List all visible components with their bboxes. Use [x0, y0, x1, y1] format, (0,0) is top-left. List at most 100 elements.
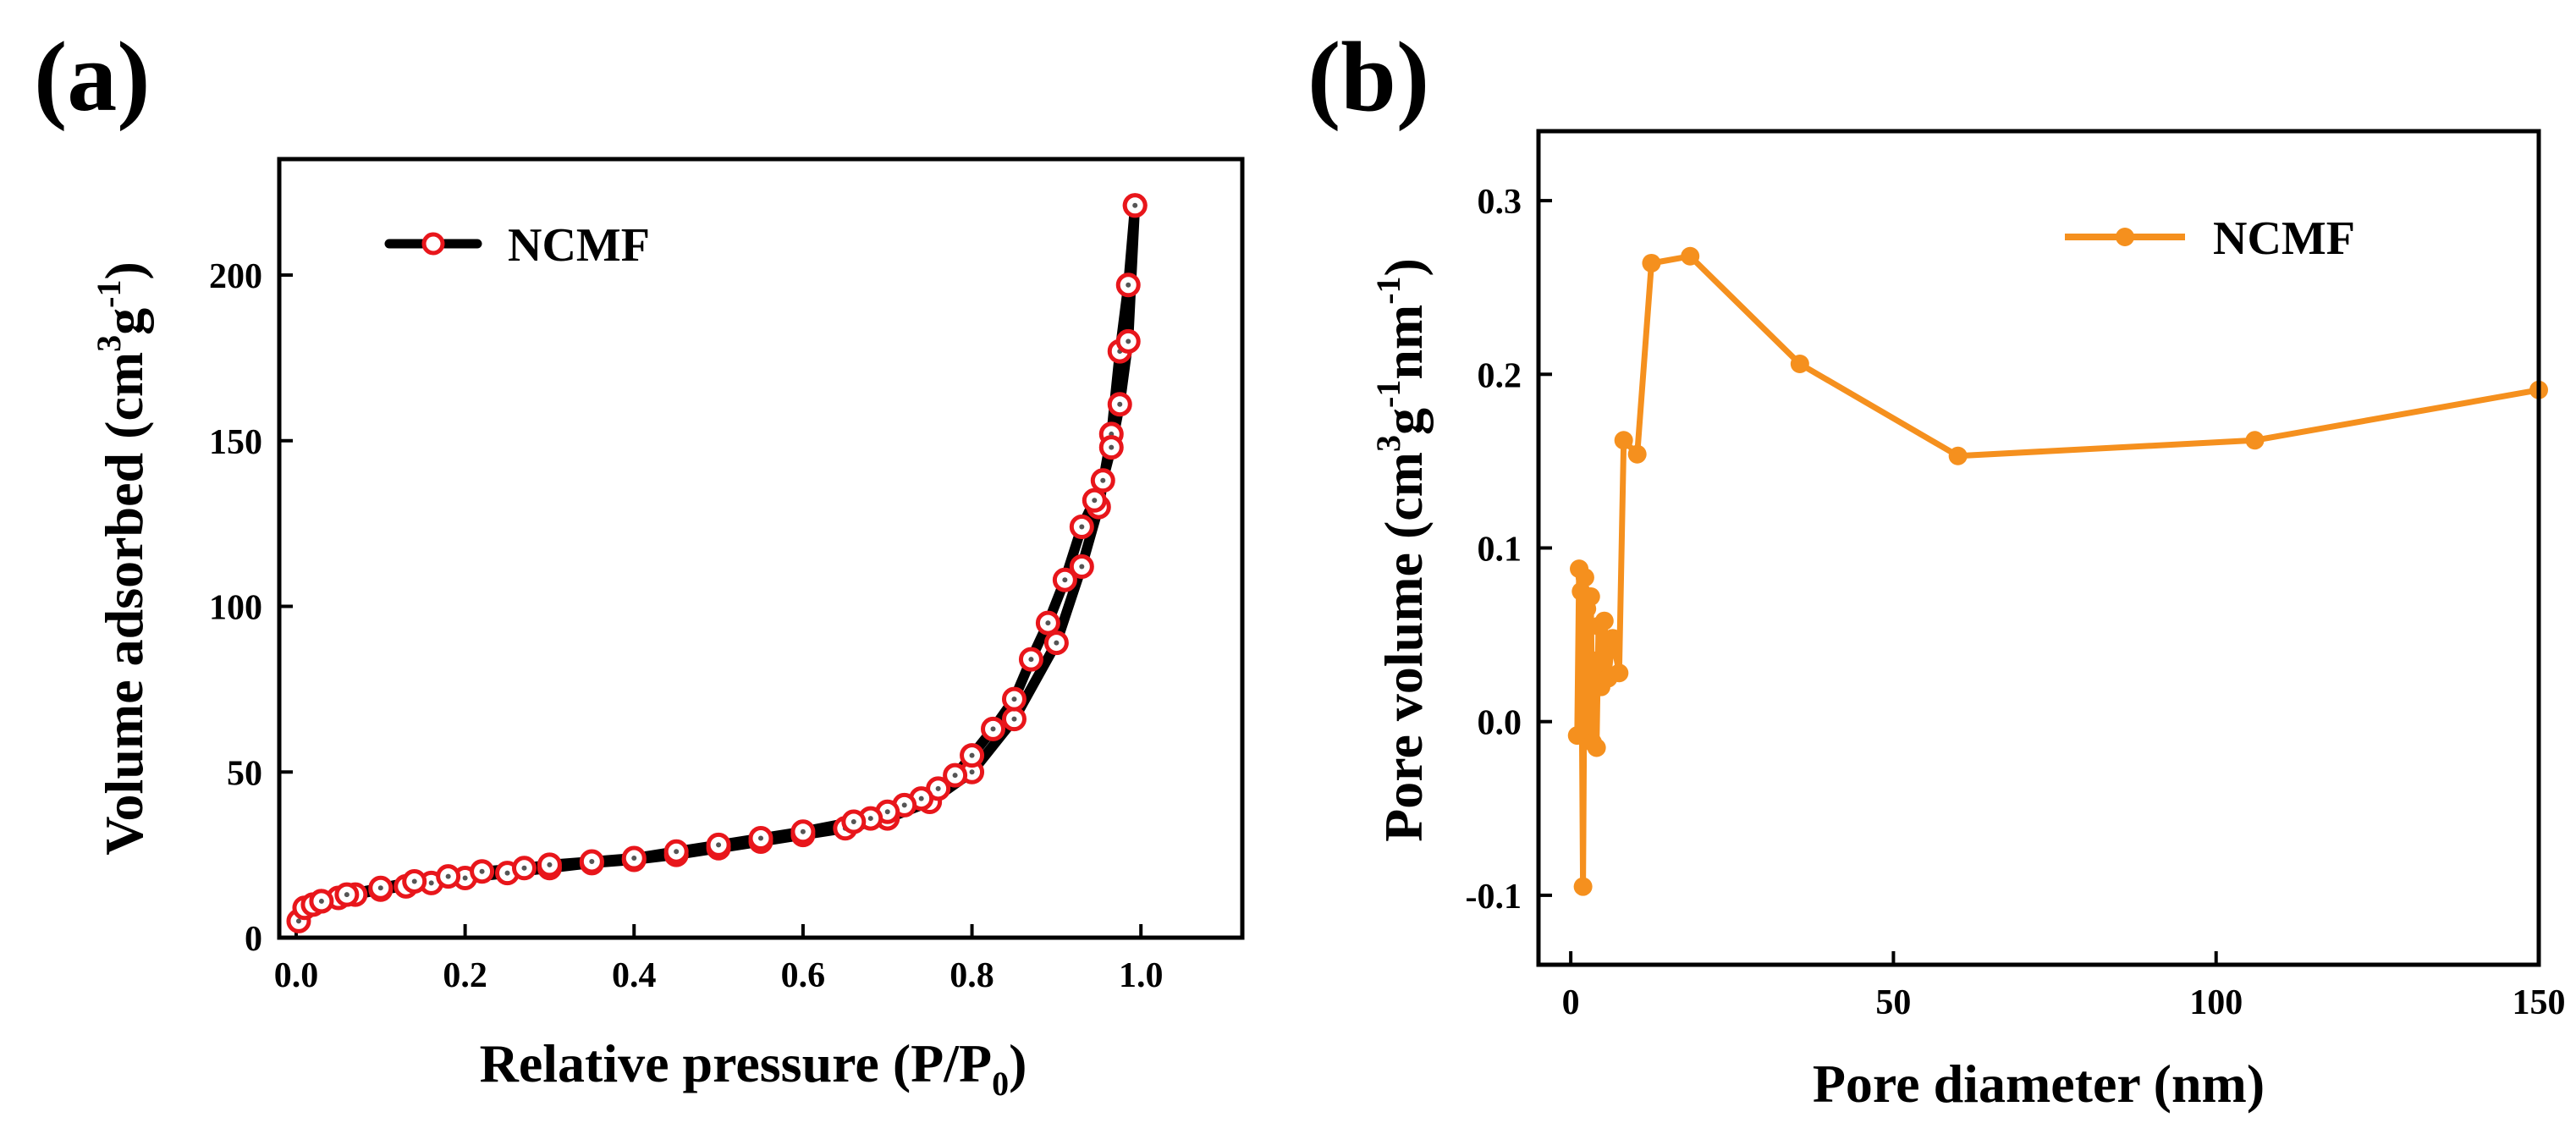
data-point-center	[1109, 444, 1115, 450]
data-point-center	[800, 828, 806, 834]
panel-a-x-tick-label: 0.2	[443, 956, 487, 995]
data-point-center	[504, 870, 510, 876]
panel-a-markers	[286, 193, 1148, 933]
panel-a-x-tick-label: 0.8	[949, 956, 994, 995]
data-point-center	[1062, 577, 1068, 583]
panel-a-y-tick-label: 200	[209, 257, 262, 296]
data-point	[1587, 738, 1606, 757]
data-point	[1594, 611, 1614, 630]
data-point-center	[901, 802, 907, 808]
panel-a-y-tick-label: 0	[245, 920, 262, 959]
panel-a-plot-frame	[277, 157, 1245, 940]
data-point-center	[1126, 282, 1131, 288]
panel-a-x-tick-label: 0.6	[781, 956, 826, 995]
data-point-center	[1092, 498, 1098, 504]
data-point-center	[589, 858, 595, 864]
data-point-center	[758, 835, 763, 841]
data-point-center	[969, 769, 975, 775]
panel-b-y-axis-label: Pore volume (cm3g-1nm-1)	[1369, 258, 1434, 842]
panel-a-y-axis-label: Volume adsorbed (cm3g-1)	[90, 261, 154, 856]
panel-a-legend-label: NCMF	[508, 219, 650, 272]
panel-b-x-tick-label: 50	[1875, 983, 1911, 1022]
panel-b-x-tick-label: 150	[2513, 983, 2566, 1022]
data-point-center	[1079, 564, 1085, 570]
panel-a-label: (a)	[34, 21, 151, 132]
panel-a-series-lines	[294, 200, 1141, 927]
data-point-center	[1132, 202, 1138, 208]
data-point-center	[952, 773, 958, 779]
panel-b-y-tick-label: 0.2	[1478, 356, 1522, 395]
data-point-center	[479, 868, 485, 874]
panel-a-x-tick-label: 0.4	[612, 956, 657, 995]
panel-b-legend: NCMF	[2065, 212, 2355, 265]
data-point-center	[884, 809, 890, 815]
panel-b-y-tick-label: 0.0	[1478, 704, 1522, 743]
data-point-center	[521, 865, 527, 871]
data-point	[1627, 444, 1647, 464]
data-point-center	[318, 898, 324, 904]
panel-b-legend-label: NCMF	[2213, 212, 2355, 265]
data-point-center	[850, 818, 856, 824]
panel-b: (b) 0 50 100 150 -0.1 0.0 0.1 0.2 0.3 NCMF Pore …	[1307, 21, 2566, 1114]
panel-b-series-lines	[1574, 253, 2542, 890]
data-point-center	[462, 875, 468, 881]
panel-a-legend: NCMF	[384, 219, 650, 272]
data-point	[1948, 446, 1968, 465]
data-point	[1681, 246, 1700, 266]
panel-a-y-tick-label: 100	[209, 589, 262, 628]
data-point-center	[631, 856, 637, 862]
panel-b-x-tick-label: 0	[1562, 983, 1580, 1022]
data-point-center	[918, 795, 924, 801]
panel-a-legend-marker	[421, 232, 445, 256]
data-point-center	[428, 880, 434, 886]
data-point-center	[1011, 696, 1017, 702]
data-point-center	[344, 892, 350, 898]
data-point-center	[935, 785, 941, 791]
data-point	[1614, 431, 1633, 450]
data-point-center	[1054, 640, 1060, 646]
data-point-center	[377, 885, 383, 891]
panel-b-y-tick-label: 0.1	[1478, 531, 1522, 570]
panel-b-series-line-ncmf	[1574, 253, 2542, 890]
data-point-center	[547, 862, 553, 867]
panel-a-y-tick-label: 150	[209, 423, 262, 462]
data-point-center	[1011, 716, 1017, 722]
panel-a-x-tick-label: 1.0	[1119, 956, 1164, 995]
panel-a-series-line-desorption	[316, 200, 1141, 906]
data-point-center	[716, 842, 722, 848]
panel-b-markers	[1567, 246, 2548, 896]
data-point	[1610, 663, 1629, 683]
panel-b-plot-frame	[1536, 129, 2541, 967]
data-point	[1575, 568, 1594, 587]
panel-a-x-axis-label: Relative pressure (P/P0)	[480, 1033, 1027, 1103]
panel-b-x-axis-label: Pore diameter (nm)	[1813, 1054, 2265, 1114]
data-point-center	[867, 816, 873, 822]
panel-a-x-tick-label: 0.0	[274, 956, 319, 995]
panel-a-ticks: 0.0 0.2 0.4 0.6 0.8 1.0 0 50 100 150 200	[209, 257, 1163, 995]
data-point	[1790, 354, 1809, 373]
data-point	[1581, 586, 1600, 606]
data-point-center	[1079, 524, 1085, 530]
data-point-center	[1117, 401, 1123, 407]
data-point-center	[990, 726, 996, 732]
panel-a-y-tick-label: 50	[227, 754, 262, 793]
data-point	[1642, 253, 1661, 272]
data-point-center	[674, 849, 680, 855]
data-point	[2245, 431, 2265, 450]
data-point-center	[295, 918, 301, 924]
data-point-center	[1045, 620, 1051, 626]
panel-b-legend-marker	[2116, 228, 2134, 246]
data-point	[1573, 877, 1593, 896]
data-point-center	[1126, 339, 1131, 344]
panel-b-x-tick-label: 100	[2189, 983, 2243, 1022]
panel-b-label: (b)	[1307, 21, 1429, 132]
data-point-center	[411, 878, 417, 884]
panel-b-y-tick-label: -0.1	[1466, 878, 1522, 917]
panel-b-ticks: 0 50 100 150 -0.1 0.0 0.1 0.2 0.3	[1466, 183, 2566, 1022]
data-point-center	[1028, 657, 1034, 663]
panel-b-y-tick-label: 0.3	[1478, 183, 1522, 222]
data-point	[1585, 651, 1604, 670]
panel-a-series-line-adsorption	[294, 200, 1141, 927]
